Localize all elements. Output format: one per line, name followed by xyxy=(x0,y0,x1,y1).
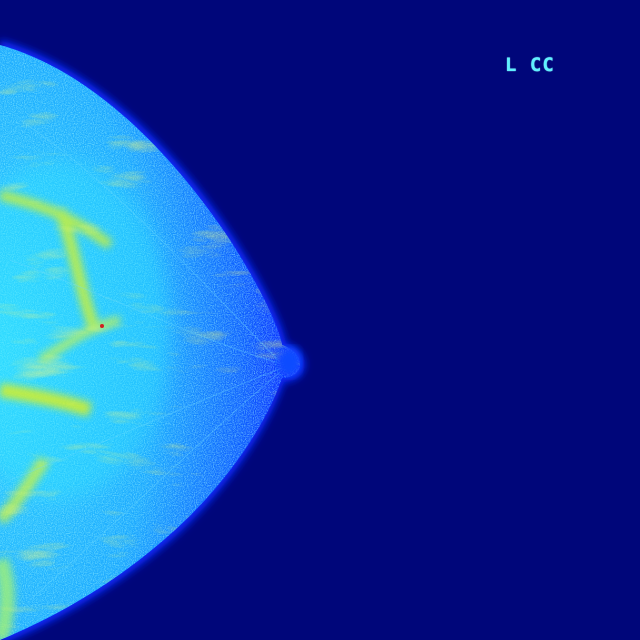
calcification-marker xyxy=(100,324,104,328)
nipple xyxy=(277,347,301,377)
view-label: L CC xyxy=(505,54,555,76)
